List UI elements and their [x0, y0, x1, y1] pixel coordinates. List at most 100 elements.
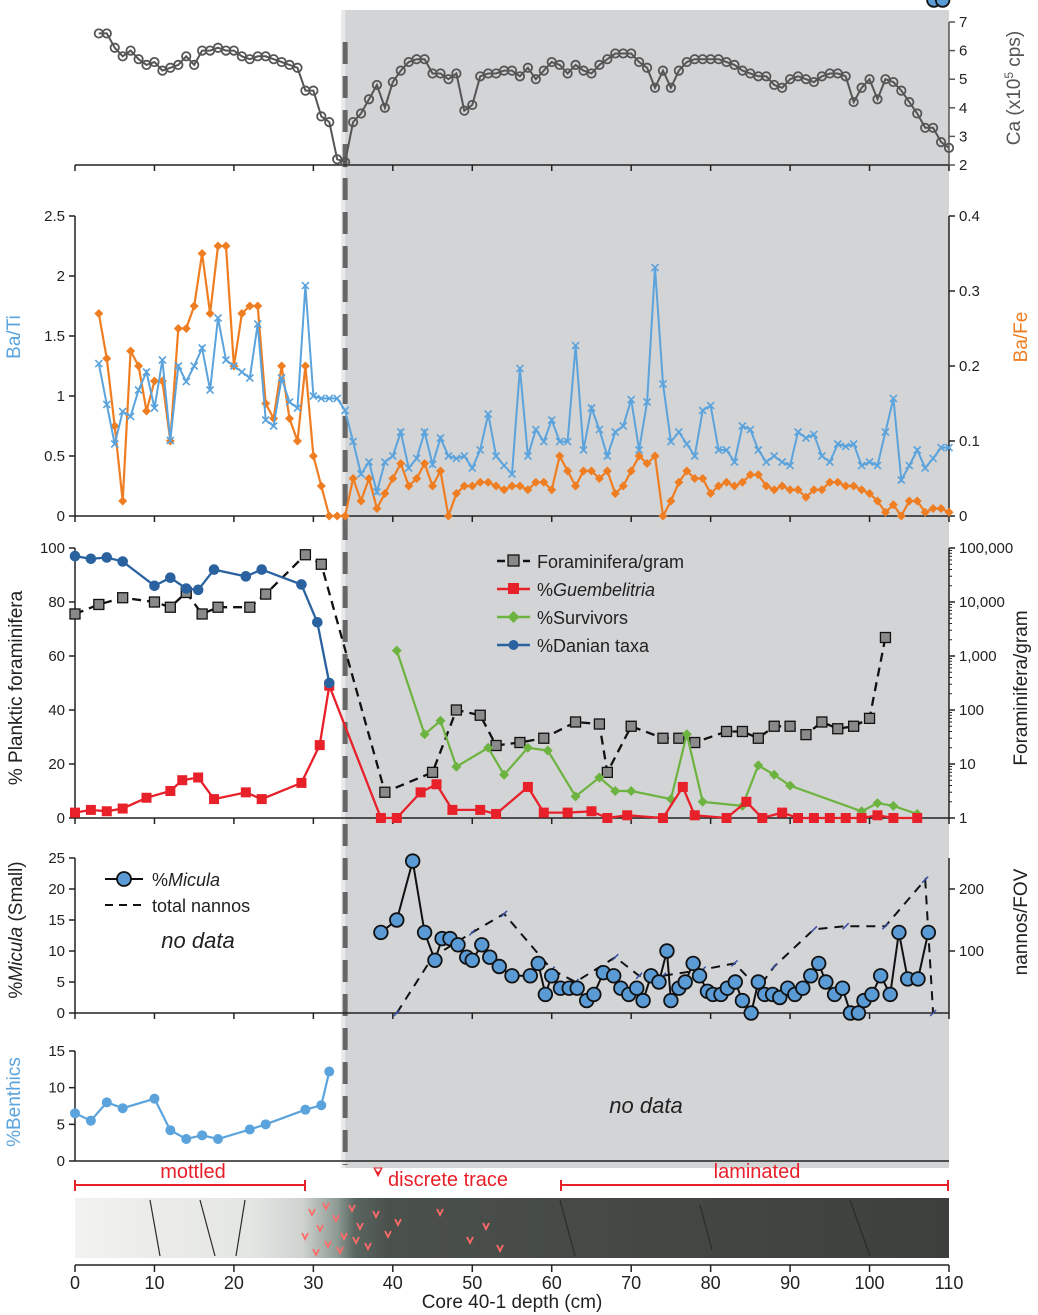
bati-point	[603, 451, 612, 461]
bati-point	[110, 439, 119, 449]
micula-point	[685, 955, 701, 972]
micula-point	[651, 974, 667, 990]
mottled-label: mottled	[160, 1161, 226, 1183]
bati-point	[118, 407, 127, 416]
guem-point	[912, 813, 923, 823]
bafe-point	[126, 346, 136, 356]
ca-point	[594, 59, 605, 71]
bati-point	[841, 442, 850, 451]
nannos-line	[395, 877, 935, 1014]
trace-mark	[352, 1236, 360, 1246]
micula-point	[629, 980, 645, 996]
bati-point	[102, 400, 111, 409]
bati-point	[190, 361, 199, 371]
guem-point	[840, 813, 851, 823]
legend-guem-pct: %	[537, 580, 553, 600]
bati-axis-label: Ba/Ti	[4, 315, 25, 359]
bati-point	[595, 425, 604, 434]
surv-point	[753, 760, 764, 771]
benthics-axis-label-visible: %Benthics	[4, 1057, 25, 1147]
bati-point	[682, 439, 691, 449]
bati-point	[579, 445, 588, 455]
bafe-point	[761, 481, 771, 491]
nannos-point	[810, 925, 818, 933]
guem-point	[793, 813, 804, 823]
surv-point	[570, 791, 581, 802]
micula-point	[504, 968, 520, 984]
ca-point	[379, 102, 390, 113]
nannos-point	[635, 972, 643, 980]
bafe-point	[213, 241, 223, 251]
bati-point	[746, 425, 755, 434]
micula-label-ital: Micula	[6, 927, 27, 982]
bafe-point	[833, 477, 843, 487]
bafe-point	[197, 249, 207, 258]
benthics-point	[117, 1103, 128, 1114]
bafe-point	[865, 489, 875, 498]
bati-point	[889, 394, 898, 403]
fo-right-ytick-label: 100	[959, 702, 984, 719]
bafe-point	[555, 451, 565, 461]
bati-point	[881, 427, 890, 437]
micula-point	[872, 968, 889, 984]
bati-point	[468, 463, 477, 473]
ca-point	[451, 68, 462, 79]
bati-point	[436, 433, 445, 443]
micula-point	[743, 1005, 759, 1021]
dan-point	[208, 564, 220, 575]
guem-point	[165, 786, 176, 796]
bafe-point	[435, 466, 445, 476]
nannos-point	[611, 953, 619, 961]
guem-point	[117, 803, 128, 814]
micula-point	[803, 968, 819, 984]
surv-point	[785, 780, 796, 791]
fpg-point	[514, 736, 526, 749]
legend-dan-text: %Danian taxa	[537, 636, 650, 656]
bafe-point	[563, 466, 573, 476]
legend-guem-marker	[508, 583, 519, 594]
ca-point	[228, 45, 240, 56]
bafe-point	[348, 474, 358, 483]
bafe-point	[706, 489, 716, 498]
bafe-point	[682, 466, 692, 476]
bati-point	[817, 451, 826, 461]
bati-point	[428, 460, 437, 469]
guem-point	[808, 813, 819, 823]
bafe-point	[467, 481, 477, 491]
ca-point	[912, 108, 923, 119]
micula-no-data: no data	[161, 928, 234, 953]
trace-mark	[384, 1230, 392, 1240]
fpg-point	[569, 716, 582, 728]
bati-point	[325, 394, 334, 403]
fo-left-ytick-label: 80	[48, 594, 65, 611]
forams-legend: Foraminifera/gram %Guembelitria %Survivo…	[497, 552, 684, 656]
surv-point	[872, 798, 883, 809]
fpg-point	[426, 766, 439, 779]
legend-micula-pct: %	[152, 870, 168, 890]
legend-micula-marker	[116, 871, 132, 887]
bafe-point	[809, 485, 819, 495]
depth-tick-label: 40	[383, 1273, 403, 1293]
bafe-point	[547, 485, 557, 495]
dan-point	[85, 553, 97, 565]
ca-point	[514, 71, 526, 82]
bati-point	[674, 427, 683, 437]
nannos-point	[921, 876, 929, 884]
depth-tick-label: 50	[462, 1273, 482, 1293]
bafe-point	[515, 481, 525, 491]
ca-point	[324, 117, 335, 128]
bafe-point	[579, 466, 589, 476]
fpg-point	[863, 712, 876, 725]
legend-micula-name: Micula	[168, 870, 220, 890]
guem-point	[240, 787, 251, 798]
ca-point	[355, 108, 367, 119]
bati-point	[539, 437, 548, 446]
guem-point	[415, 787, 426, 798]
bati-point	[166, 436, 175, 445]
bati-point	[658, 379, 668, 389]
surv-point	[610, 786, 621, 796]
guem-point	[85, 804, 96, 815]
ca-label-text: Ca (x10	[1004, 79, 1025, 146]
fpg-point	[299, 549, 312, 561]
ca-point	[387, 76, 398, 88]
